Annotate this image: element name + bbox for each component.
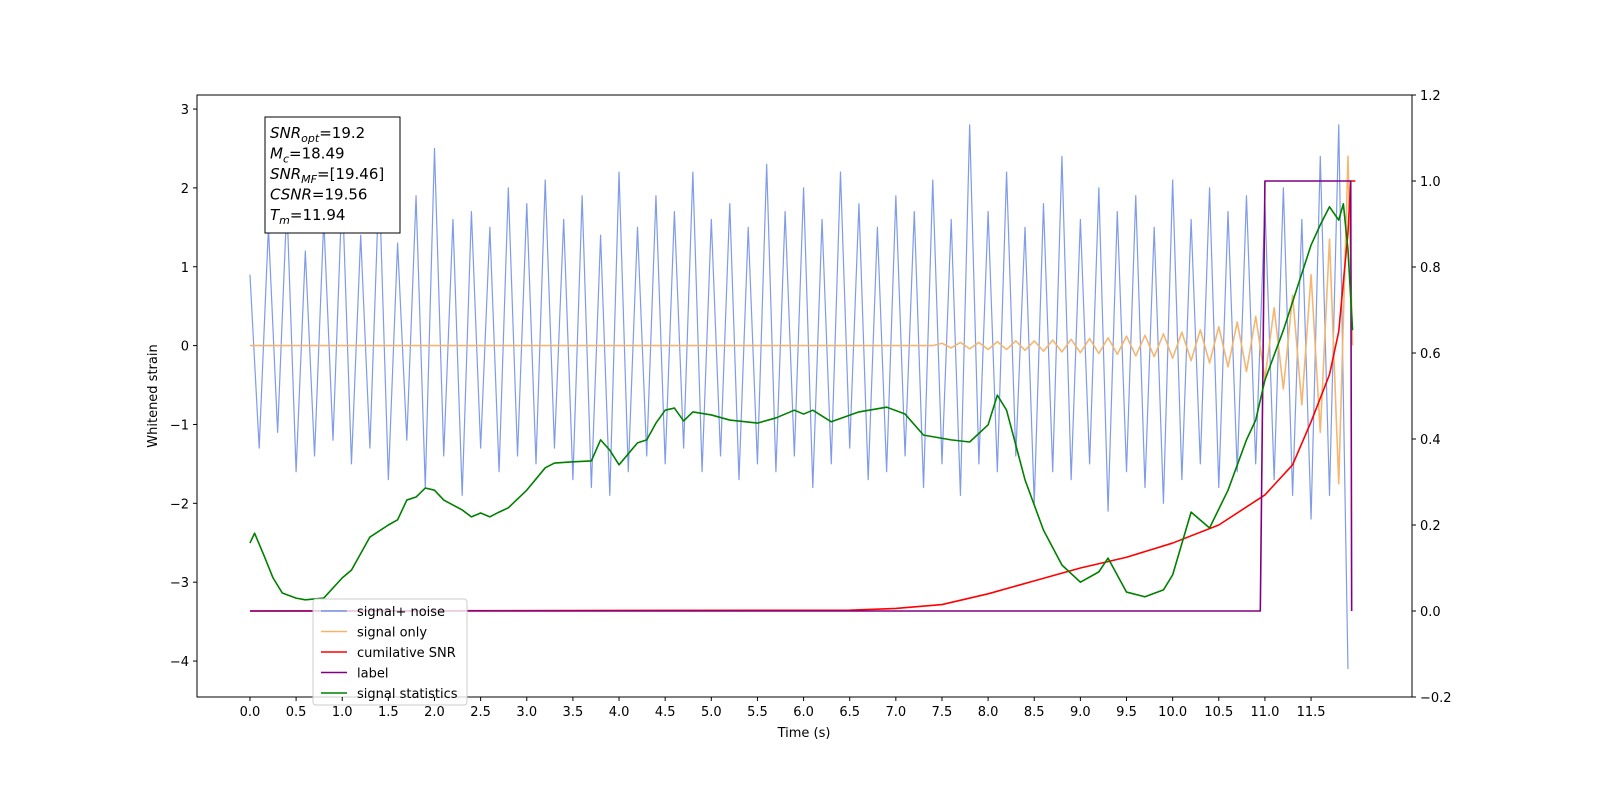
legend-label: signal+ noise: [357, 605, 445, 620]
x-tick-label: 11.0: [1250, 705, 1279, 720]
y2-tick-label: 0.6: [1420, 347, 1441, 362]
legend: signal+ noise signal only cumilative SNR la…: [312, 598, 468, 706]
x-tick-label: 5.5: [747, 705, 768, 720]
axes-frame: [196, 94, 1413, 698]
legend-label: label: [357, 667, 388, 682]
annotation-base: M: [270, 145, 283, 163]
annotation-value: =11.94: [290, 206, 346, 224]
annotation-box: [264, 116, 401, 234]
y-tick-label: −4: [170, 655, 189, 670]
x-tick-label: 8.0: [978, 705, 999, 720]
x-tick-label: 11.5: [1297, 705, 1326, 720]
x-tick-label: 7.5: [932, 705, 953, 720]
annotation-sub: MF: [301, 173, 317, 186]
annotation-base: CSNR: [270, 186, 312, 204]
legend-label: signal only: [357, 626, 427, 641]
annotation: SNRopt=19.2Mc=18.49SNRMF=[19.46]CSNR=19.…: [264, 116, 401, 234]
annotation-value: =19.2: [319, 124, 365, 142]
x-tick-label: 1.0: [332, 705, 353, 720]
x-tick-label: 0.0: [240, 705, 261, 720]
x-tick-label: 0.5: [286, 705, 307, 720]
x-axis-label: Time (s): [777, 726, 831, 741]
annotation-base: SNR: [270, 165, 301, 183]
y-tick-label: 1: [181, 261, 189, 276]
annotation-value: =18.49: [289, 145, 345, 163]
annotation-line: SNRopt=19.2: [270, 124, 365, 145]
legend-label: cumilative SNR: [357, 646, 456, 661]
x-tick-label: 10.5: [1204, 705, 1233, 720]
y2-tick-label: −0.2: [1420, 691, 1452, 706]
y-axis-label: Whitened strain: [146, 344, 161, 447]
x-tick-label: 7.0: [886, 705, 907, 720]
legend-box: [312, 598, 468, 706]
y2-tick-label: 1.0: [1420, 175, 1441, 190]
annotation-line: CSNR=19.56: [270, 186, 367, 204]
x-tick-label: 10.0: [1158, 705, 1187, 720]
y-tick-label: 2: [181, 182, 189, 197]
series-line: [249, 124, 1349, 669]
annotation-sub: opt: [301, 132, 320, 145]
y2-tick-label: 0.2: [1420, 519, 1441, 534]
x-tick-label: 4.5: [655, 705, 676, 720]
annotation-sub: c: [283, 153, 289, 166]
y2-tick-label: 1.2: [1420, 89, 1441, 104]
y-tick-label: 3: [181, 103, 189, 118]
y-tick-label: −1: [170, 418, 189, 433]
y-tick-label: −3: [170, 576, 189, 591]
series-line: [249, 202, 1354, 601]
y2-tick-label: 0.8: [1420, 261, 1441, 276]
y-tick-label: 0: [181, 340, 189, 355]
annotation-value: =[19.46]: [317, 165, 384, 183]
x-tick-label: 9.0: [1070, 705, 1091, 720]
x-tick-label: 6.5: [839, 705, 860, 720]
annotation-base: SNR: [270, 124, 301, 142]
x-tick-label: 1.5: [378, 705, 399, 720]
x-tick-label: 2.0: [424, 705, 445, 720]
series-line: [249, 180, 1353, 612]
annotation-line: SNRMF=[19.46]: [270, 165, 384, 186]
legend-label: signal statistics: [357, 687, 458, 702]
annotation-sub: m: [279, 214, 290, 227]
annotation-line: Tm=11.94: [270, 206, 345, 227]
x-tick-label: 3.5: [563, 705, 584, 720]
plot-area: [249, 124, 1356, 669]
annotation-base: T: [270, 206, 281, 224]
series-line: [249, 180, 1356, 612]
x-tick-label: 2.5: [470, 705, 491, 720]
y2-tick-label: 0.4: [1420, 433, 1441, 448]
x-tick-label: 8.5: [1024, 705, 1045, 720]
x-tick-label: 5.0: [701, 705, 722, 720]
annotation-line: Mc=18.49: [270, 145, 345, 166]
x-tick-label: 4.0: [609, 705, 630, 720]
y2-tick-label: 0.0: [1420, 605, 1441, 620]
x-tick-label: 6.0: [793, 705, 814, 720]
series-line: [249, 155, 1354, 485]
x-tick-label: 9.5: [1116, 705, 1137, 720]
y-tick-label: −2: [170, 497, 189, 512]
x-tick-label: 3.0: [516, 705, 537, 720]
annotation-value: =19.56: [312, 186, 368, 204]
